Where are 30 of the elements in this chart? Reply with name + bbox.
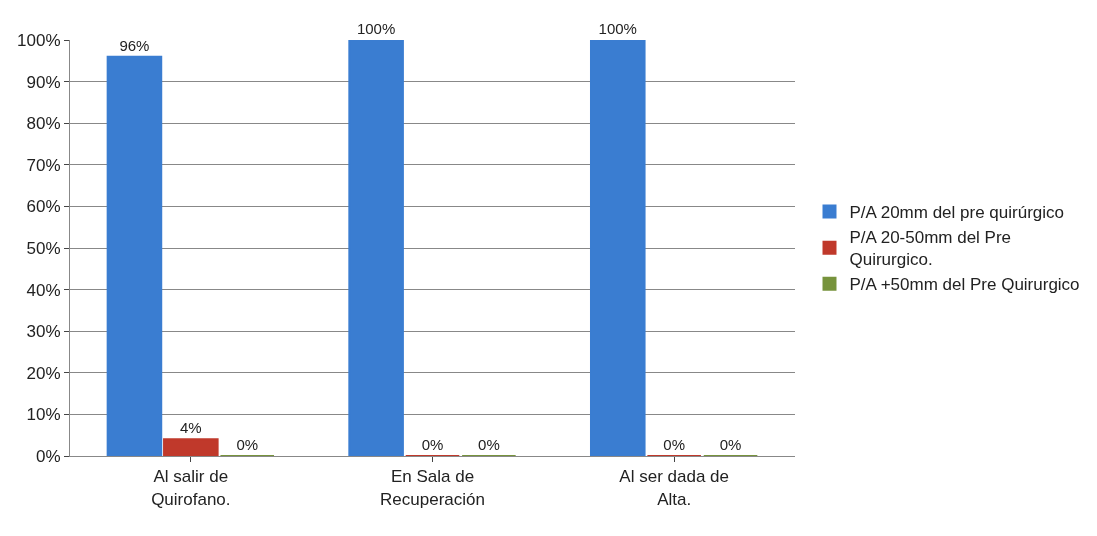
y-tick-label: 100% [17, 30, 61, 50]
bar [348, 40, 404, 456]
bar [163, 438, 219, 456]
y-tick-label: 60% [26, 197, 61, 217]
data-label: 0% [421, 436, 444, 453]
y-tick-label: 80% [26, 114, 61, 134]
y-tick-label: 10% [26, 405, 61, 425]
data-label: 4% [179, 419, 202, 437]
legend-label: P/A 20mm del pre quirúrgico [849, 203, 1064, 223]
data-label: 0% [236, 436, 259, 453]
bar [106, 55, 163, 456]
y-tick-label: 90% [26, 72, 61, 92]
y-tick-label: 70% [26, 155, 61, 175]
data-label: 100% [598, 20, 637, 37]
y-tick-label: 20% [26, 363, 61, 383]
data-label: 0% [478, 436, 500, 453]
data-label: 0% [663, 436, 686, 453]
y-tick-label: 0% [36, 446, 61, 466]
y-tick-label: 50% [26, 238, 61, 258]
y-tick-label: 30% [26, 322, 61, 342]
legend-label: P/A +50mm del Pre Quirurgico [849, 275, 1080, 295]
x-tick-label: En Sala de Recuperación [380, 467, 485, 509]
legend-label: P/A 20-50mm del Pre Quirurgico. [849, 228, 1012, 270]
y-tick-label: 40% [26, 280, 61, 300]
bar [589, 40, 646, 456]
data-label: 96% [119, 36, 150, 54]
data-label: 100% [356, 20, 396, 37]
x-tick-label: Al salir de Quirofano. [151, 467, 231, 509]
x-tick-label: Al ser dada de Alta. [619, 467, 729, 509]
data-label: 0% [719, 436, 742, 453]
